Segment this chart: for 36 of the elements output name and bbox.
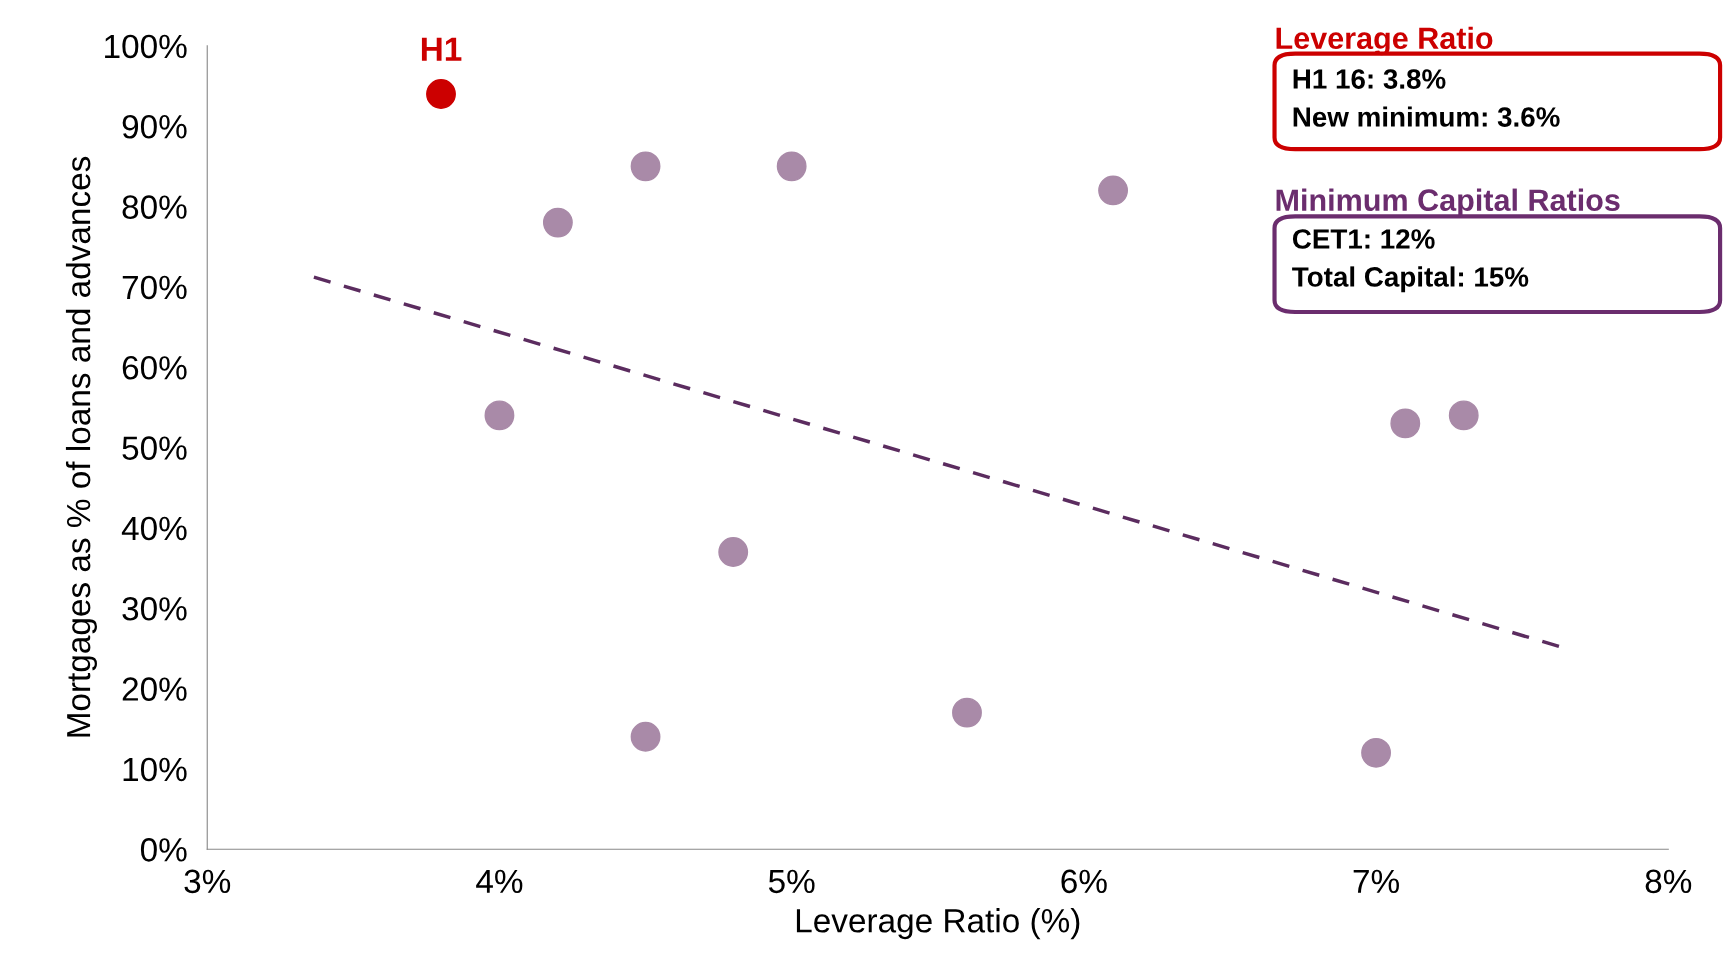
y-axis-title: Mortgages as % of loans and advances: [65, 156, 97, 737]
x-tick-label: 7%: [1353, 869, 1399, 894]
point: [1448, 400, 1479, 431]
annotation: H1 16: 3.8% New minimum: 3.6%: [1293, 69, 1560, 127]
x-tick-label: 5%: [768, 869, 815, 894]
annotation: Leverage Ratio: [1276, 26, 1493, 56]
y-tick-label: 100%: [105, 34, 187, 59]
x-tick-label: 6%: [1061, 869, 1107, 894]
point: [426, 79, 456, 109]
annotation: CET1: 12% Total Capital: 15%: [1292, 229, 1529, 293]
y-tick-label: 30%: [122, 597, 187, 621]
y-tick-label: 20%: [122, 677, 187, 701]
point: [1361, 737, 1392, 768]
y-tick-label: 90%: [122, 114, 187, 139]
y-tick-label: 0%: [140, 838, 187, 862]
y-tick-label: 40%: [121, 516, 187, 541]
y-tick-label: 70%: [122, 275, 187, 300]
annotation: H1: [421, 37, 462, 61]
point: [1390, 408, 1421, 439]
x-tick-label: 4%: [476, 869, 523, 894]
point: [542, 207, 573, 238]
y-tick-label: 10%: [123, 757, 187, 782]
y-tick-label: 60%: [122, 355, 187, 380]
point: [630, 721, 661, 752]
point: [630, 151, 661, 182]
point: [776, 151, 807, 182]
x-tick-label: 3%: [184, 869, 231, 894]
point: [718, 537, 749, 567]
annotation: Minimum Capital Ratios: [1276, 188, 1620, 218]
y-tick-label: 50%: [122, 436, 187, 460]
x-tick-label: 8%: [1645, 869, 1692, 894]
y-tick-label: 80%: [122, 195, 187, 219]
point: [952, 697, 982, 728]
x-axis-title: Leverage Ratio (%): [796, 908, 1080, 940]
point: [484, 400, 515, 431]
point: [1098, 175, 1129, 206]
